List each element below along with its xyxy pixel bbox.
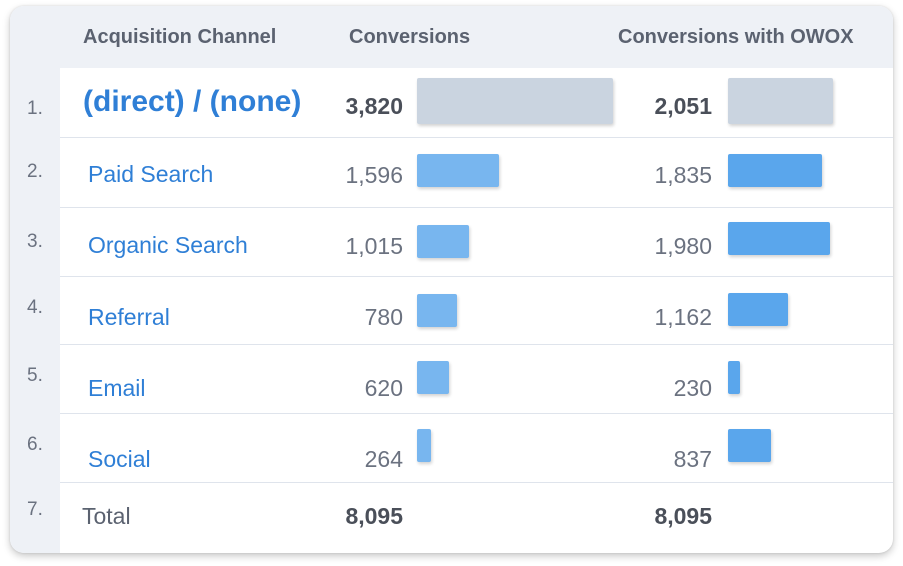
- channel-link[interactable]: Organic Search: [88, 232, 248, 259]
- owox-bar: [728, 293, 788, 326]
- channel-link[interactable]: Email: [88, 375, 146, 402]
- total-conversions-value: 8,095: [303, 503, 403, 530]
- header-conversions-owox[interactable]: Conversions with OWOX: [618, 26, 854, 49]
- conversions-value: 3,820: [303, 93, 403, 120]
- owox-bar: [728, 429, 771, 462]
- channel-link[interactable]: Paid Search: [88, 161, 213, 188]
- conversions-bar: [417, 294, 457, 327]
- total-label: Total: [82, 503, 131, 530]
- owox-bar: [728, 154, 822, 187]
- owox-value: 2,051: [612, 93, 712, 120]
- table-row: 3. Organic Search 1,015 1,980: [10, 208, 893, 277]
- conversions-bar: [417, 429, 431, 462]
- conversions-value: 264: [303, 446, 403, 473]
- conversions-value: 620: [303, 375, 403, 402]
- total-owox-value: 8,095: [612, 503, 712, 530]
- channel-link[interactable]: Referral: [88, 304, 170, 331]
- owox-bar: [728, 361, 740, 394]
- row-rank: 7.: [27, 499, 43, 521]
- table-row: 4. Referral 780 1,162: [10, 277, 893, 345]
- owox-value: 1,835: [612, 162, 712, 189]
- conversions-bar: [417, 361, 449, 394]
- conversions-value: 1,015: [303, 233, 403, 260]
- conversions-value: 1,596: [303, 162, 403, 189]
- conversions-value: 780: [303, 304, 403, 331]
- owox-value: 837: [612, 446, 712, 473]
- table-row: 2. Paid Search 1,596 1,835: [10, 138, 893, 208]
- owox-value: 230: [612, 375, 712, 402]
- table-row: 5. Email 620 230: [10, 345, 893, 414]
- conversions-table-card: Acquisition Channel Conversions Conversi…: [10, 6, 893, 553]
- row-rank: 5.: [27, 365, 43, 387]
- row-rank: 3.: [27, 231, 43, 253]
- header-acquisition-channel[interactable]: Acquisition Channel: [83, 26, 276, 49]
- owox-value: 1,980: [612, 233, 712, 260]
- row-rank: 1.: [27, 98, 43, 120]
- row-rank: 6.: [27, 434, 43, 456]
- conversions-bar: [417, 78, 613, 124]
- table-row: 6. Social 264 837: [10, 414, 893, 483]
- owox-bar: [728, 78, 833, 124]
- channel-link[interactable]: Social: [88, 446, 151, 473]
- conversions-bar: [417, 154, 499, 187]
- header-conversions[interactable]: Conversions: [349, 26, 470, 49]
- owox-bar: [728, 222, 830, 255]
- row-rank: 4.: [27, 297, 43, 319]
- channel-link[interactable]: (direct) / (none): [83, 85, 301, 119]
- conversions-bar: [417, 225, 469, 258]
- table-row: 1. (direct) / (none) 3,820 2,051: [10, 68, 893, 138]
- row-rank: 2.: [27, 161, 43, 183]
- total-row: 7. Total 8,095 8,095: [10, 483, 893, 553]
- table-header: Acquisition Channel Conversions Conversi…: [60, 6, 893, 68]
- owox-value: 1,162: [612, 304, 712, 331]
